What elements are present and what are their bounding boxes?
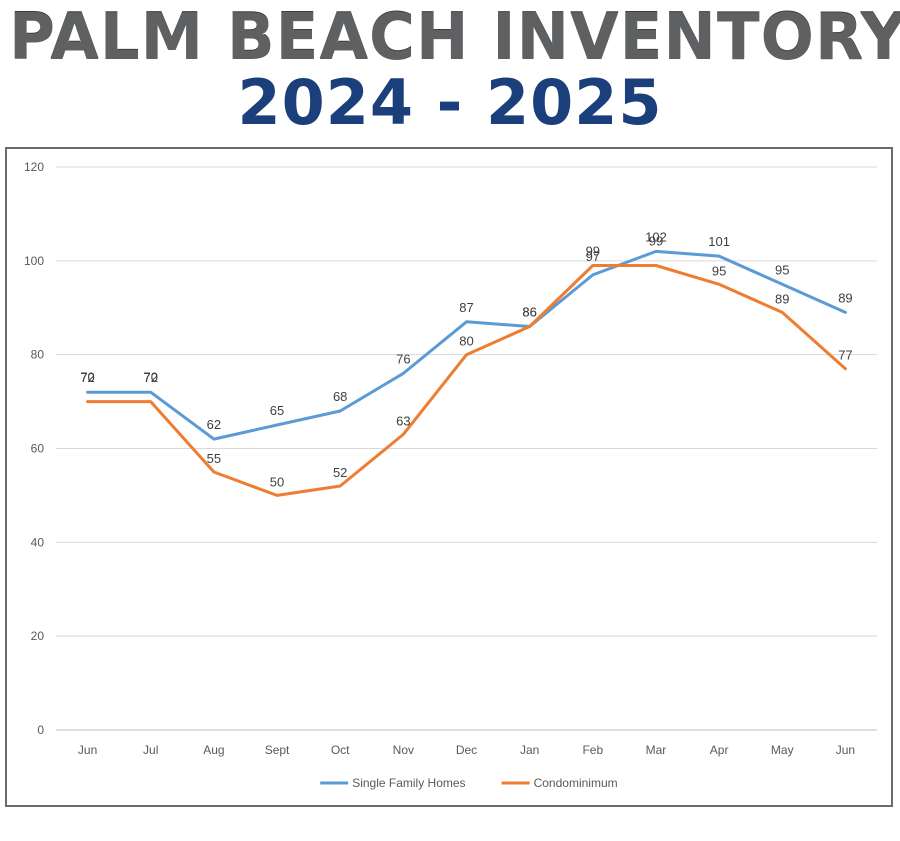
data-label-condo: 70 [143, 370, 157, 385]
series-line-single-family-homes [86, 249, 847, 441]
data-label-condo: 70 [80, 370, 94, 385]
data-label-condo: 55 [207, 451, 221, 466]
data-label-condo: 99 [586, 244, 600, 259]
data-label-single-family: 97 [586, 249, 600, 264]
data-label-condo: 52 [333, 465, 347, 480]
y-tick-label: 20 [31, 629, 45, 643]
data-label-single-family: 87 [459, 300, 473, 315]
y-tick-label: 0 [37, 723, 44, 737]
data-label-single-family: 102 [645, 229, 667, 244]
y-tick-label: 100 [24, 254, 44, 268]
y-tick-label: 120 [24, 160, 44, 174]
data-label-condo: 95 [712, 263, 726, 278]
data-label-condo: 80 [459, 334, 473, 349]
legend-label-condominimum: Condominimum [534, 776, 618, 790]
y-tick-label: 40 [31, 535, 45, 549]
y-tick-label: 80 [31, 348, 45, 362]
x-tick-label: Jun [836, 743, 855, 757]
data-label-single-family: 95 [775, 262, 789, 277]
x-tick-label: Dec [456, 743, 477, 757]
x-tick-label: Aug [203, 743, 224, 757]
data-label-single-family: 86 [522, 305, 536, 320]
data-label-condo: 89 [775, 291, 789, 306]
x-tick-label: Jul [143, 743, 158, 757]
data-label-condo: 63 [396, 413, 410, 428]
x-tick-label: Jun [78, 743, 97, 757]
y-tick-label: 60 [31, 442, 45, 456]
x-tick-label: Nov [393, 743, 414, 757]
data-label-condo: 99 [649, 234, 663, 249]
chart-subtitle: 2024 - 2025 [237, 66, 663, 139]
x-tick-label: Mar [646, 743, 667, 757]
chart-title: PALM BEACH INVENTORY [9, 1, 900, 75]
x-tick-label: Sept [265, 743, 290, 757]
x-tick-label: Apr [710, 743, 729, 757]
data-label-condo: 86 [522, 305, 536, 320]
data-label-condo: 77 [838, 348, 852, 363]
data-label-single-family: 89 [838, 290, 852, 305]
data-label-single-family: 65 [270, 403, 284, 418]
legend-label-single-family-homes: Single Family Homes [352, 776, 465, 790]
data-label-single-family: 101 [708, 234, 730, 249]
series-line-condominimum [86, 264, 847, 497]
line-chart: 0 20 40 60 80 100 120 Jun Jul Aug Sept Oct Nov Dec Jan… [24, 160, 877, 790]
chart-area: 0 20 40 60 80 100 120 Jun Jul Aug Sept Oct Nov Dec Jan… [5, 147, 893, 807]
data-label-single-family: 72 [80, 370, 94, 385]
data-label-single-family: 68 [333, 389, 347, 404]
data-label-condo: 50 [270, 474, 284, 489]
x-tick-label: Feb [582, 743, 603, 757]
data-label-single-family: 72 [143, 370, 157, 385]
data-label-single-family: 76 [396, 351, 410, 366]
x-tick-label: May [771, 743, 794, 757]
data-label-single-family: 62 [207, 417, 221, 432]
x-tick-label: Jan [520, 743, 539, 757]
x-tick-label: Oct [331, 743, 350, 757]
